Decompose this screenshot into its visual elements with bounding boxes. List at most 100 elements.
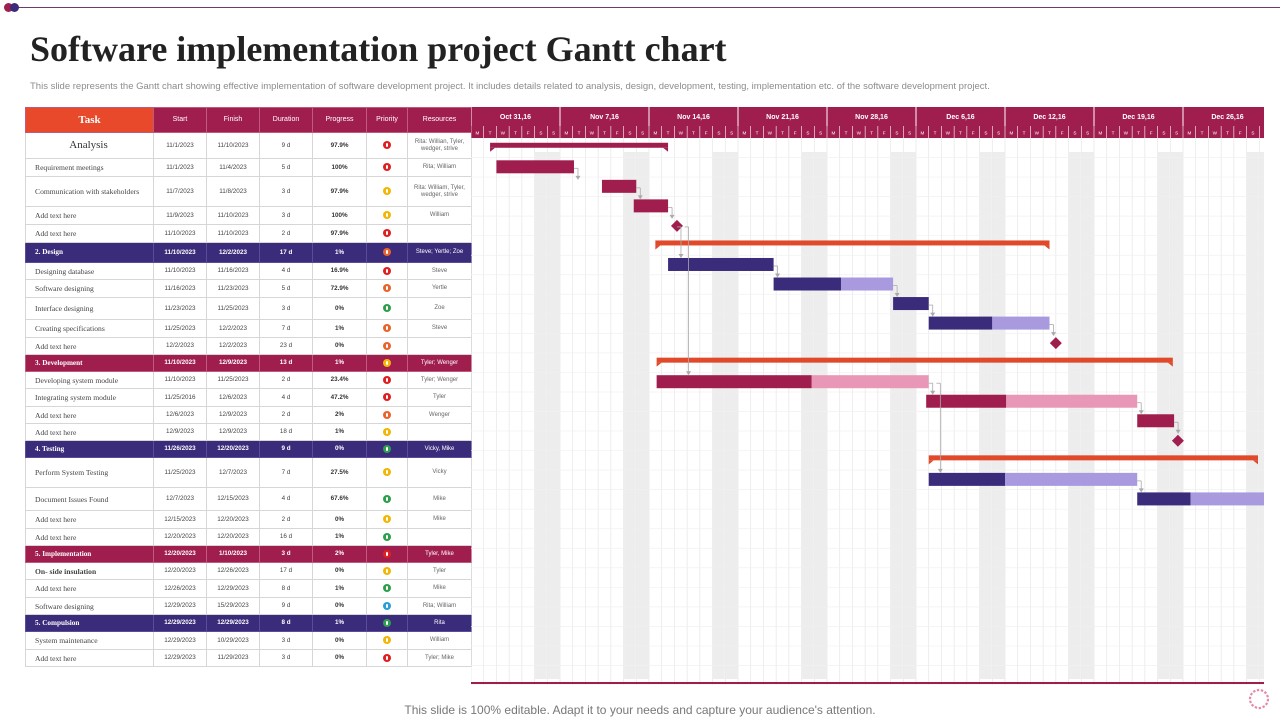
week-label: Oct 31,16 <box>500 114 531 121</box>
priority-cell <box>366 440 408 458</box>
col-header-duration: Duration <box>259 107 313 133</box>
task-name: Integrating system module <box>25 388 154 407</box>
start-date: 11/23/2023 <box>153 297 207 320</box>
day-letter: S <box>1073 131 1076 136</box>
day-letter: S <box>730 131 733 136</box>
task-name: Software designing <box>25 597 154 615</box>
day-letter: S <box>997 131 1000 136</box>
progress-value: 1% <box>312 354 367 372</box>
task-name: Add text here <box>25 510 154 529</box>
dependency-arrowhead <box>894 293 900 298</box>
duration-value: 9 d <box>259 440 313 458</box>
day-letter: M <box>831 131 835 136</box>
day-letter: T <box>1201 131 1204 136</box>
priority-cell <box>366 176 408 207</box>
table-header-row: Task Start Finish Duration Progress Prio… <box>25 107 472 133</box>
table-row: Analysis 11/1/2023 11/10/2023 9 d 97.9% Rita:… <box>25 132 472 159</box>
priority-cell <box>366 224 408 243</box>
day-letter: S <box>539 131 542 136</box>
dependency-arrowhead <box>669 214 675 219</box>
milestone-diamond <box>670 219 683 232</box>
finish-date: 12/2/2023 <box>206 319 260 338</box>
table-row: Add text here 11/10/2023 11/10/2023 2 d 97.9… <box>25 224 472 243</box>
table-row: Add text here 12/2/2023 12/2/2023 23 d 0% <box>25 337 472 355</box>
priority-dot-icon <box>383 266 391 275</box>
day-letter: S <box>641 131 644 136</box>
summary-bar-cap <box>663 147 669 152</box>
resources-value: Tyler <box>407 388 472 407</box>
priority-cell <box>366 406 408 424</box>
day-letter: S <box>895 131 898 136</box>
priority-dot-icon <box>383 549 391 558</box>
resources-value: Rita <box>407 614 472 632</box>
task-bar <box>601 179 637 193</box>
dependency-arrowhead <box>930 390 936 395</box>
progress-value: 27.5% <box>312 457 367 488</box>
table-row: Add text here 12/9/2023 12/9/2023 18 d 1% <box>25 423 472 441</box>
weekend-column <box>802 152 814 679</box>
task-bar-remaining <box>811 375 929 389</box>
progress-value: 1% <box>312 423 367 441</box>
week-label: Nov 7,16 <box>590 114 619 121</box>
day-letter: M <box>564 131 568 136</box>
duration-value: 18 d <box>259 423 313 441</box>
progress-value: 100% <box>312 206 367 225</box>
day-letter: M <box>1187 131 1191 136</box>
day-letter: F <box>883 131 886 136</box>
finish-date: 12/29/2023 <box>206 579 260 598</box>
priority-dot-icon <box>383 410 391 419</box>
start-date: 11/7/2023 <box>153 176 207 207</box>
start-date: 11/10/2023 <box>153 262 207 280</box>
day-letter: T <box>603 131 606 136</box>
progress-value: 0% <box>312 649 367 667</box>
day-letter: T <box>959 131 962 136</box>
day-letter: F <box>1061 131 1064 136</box>
col-header-task: Task <box>25 107 154 133</box>
day-letter: W <box>946 131 951 136</box>
table-row: System maintenance 12/29/2023 10/29/2023 3 … <box>25 631 472 650</box>
task-name: Perform System Testing <box>25 457 154 488</box>
finish-date: 12/15/2023 <box>206 487 260 511</box>
priority-dot-icon <box>383 618 391 627</box>
milestone-diamond <box>1171 434 1184 447</box>
start-date: 12/29/2023 <box>153 597 207 615</box>
day-letter: T <box>781 131 784 136</box>
summary-bar-cap <box>1167 362 1173 367</box>
priority-cell <box>366 371 408 389</box>
priority-dot-icon <box>383 427 391 436</box>
table-row: 5. Compulsion 12/29/2023 12/29/2023 8 d 1% Ri… <box>25 614 472 632</box>
task-bar-remaining <box>1190 492 1264 506</box>
start-date: 12/15/2023 <box>153 510 207 529</box>
week-header-band <box>471 107 1264 126</box>
task-bar-done <box>928 472 1005 486</box>
priority-cell <box>366 579 408 598</box>
table-row: Add text here 12/20/2023 12/20/2023 16 d 1% <box>25 528 472 546</box>
table-row: Document Issues Found 12/7/2023 12/15/2023… <box>25 487 472 511</box>
task-bar-done <box>656 375 812 389</box>
progress-value: 100% <box>312 158 367 177</box>
table-row: Software designing 12/29/2023 15/29/2023 9 … <box>25 597 472 615</box>
duration-value: 5 d <box>259 158 313 177</box>
day-letter: W <box>1213 131 1218 136</box>
day-letter: F <box>616 131 619 136</box>
task-name: Creating specifications <box>25 319 154 338</box>
task-bar <box>496 160 574 174</box>
day-letter: T <box>514 131 517 136</box>
dependency-arrowhead <box>1138 410 1144 415</box>
day-letter: T <box>667 131 670 136</box>
priority-dot-icon <box>383 393 391 402</box>
task-bar <box>893 297 929 311</box>
table-row: Software designing 11/16/2023 11/23/2023 5 … <box>25 279 472 298</box>
day-letter: W <box>679 131 684 136</box>
start-date: 11/26/2023 <box>153 440 207 458</box>
day-letter: T <box>578 131 581 136</box>
resources-value: Vicky, Mike <box>407 440 472 458</box>
resources-value: Zoe <box>407 297 472 320</box>
duration-value: 17 d <box>259 242 313 263</box>
start-date: 11/25/2023 <box>153 319 207 338</box>
start-date: 12/9/2023 <box>153 423 207 441</box>
priority-cell <box>366 337 408 355</box>
table-row: Communication with stakeholders 11/7/2023… <box>25 176 472 207</box>
resources-value: Mike <box>407 487 472 511</box>
resources-value: Steve <box>407 319 472 338</box>
